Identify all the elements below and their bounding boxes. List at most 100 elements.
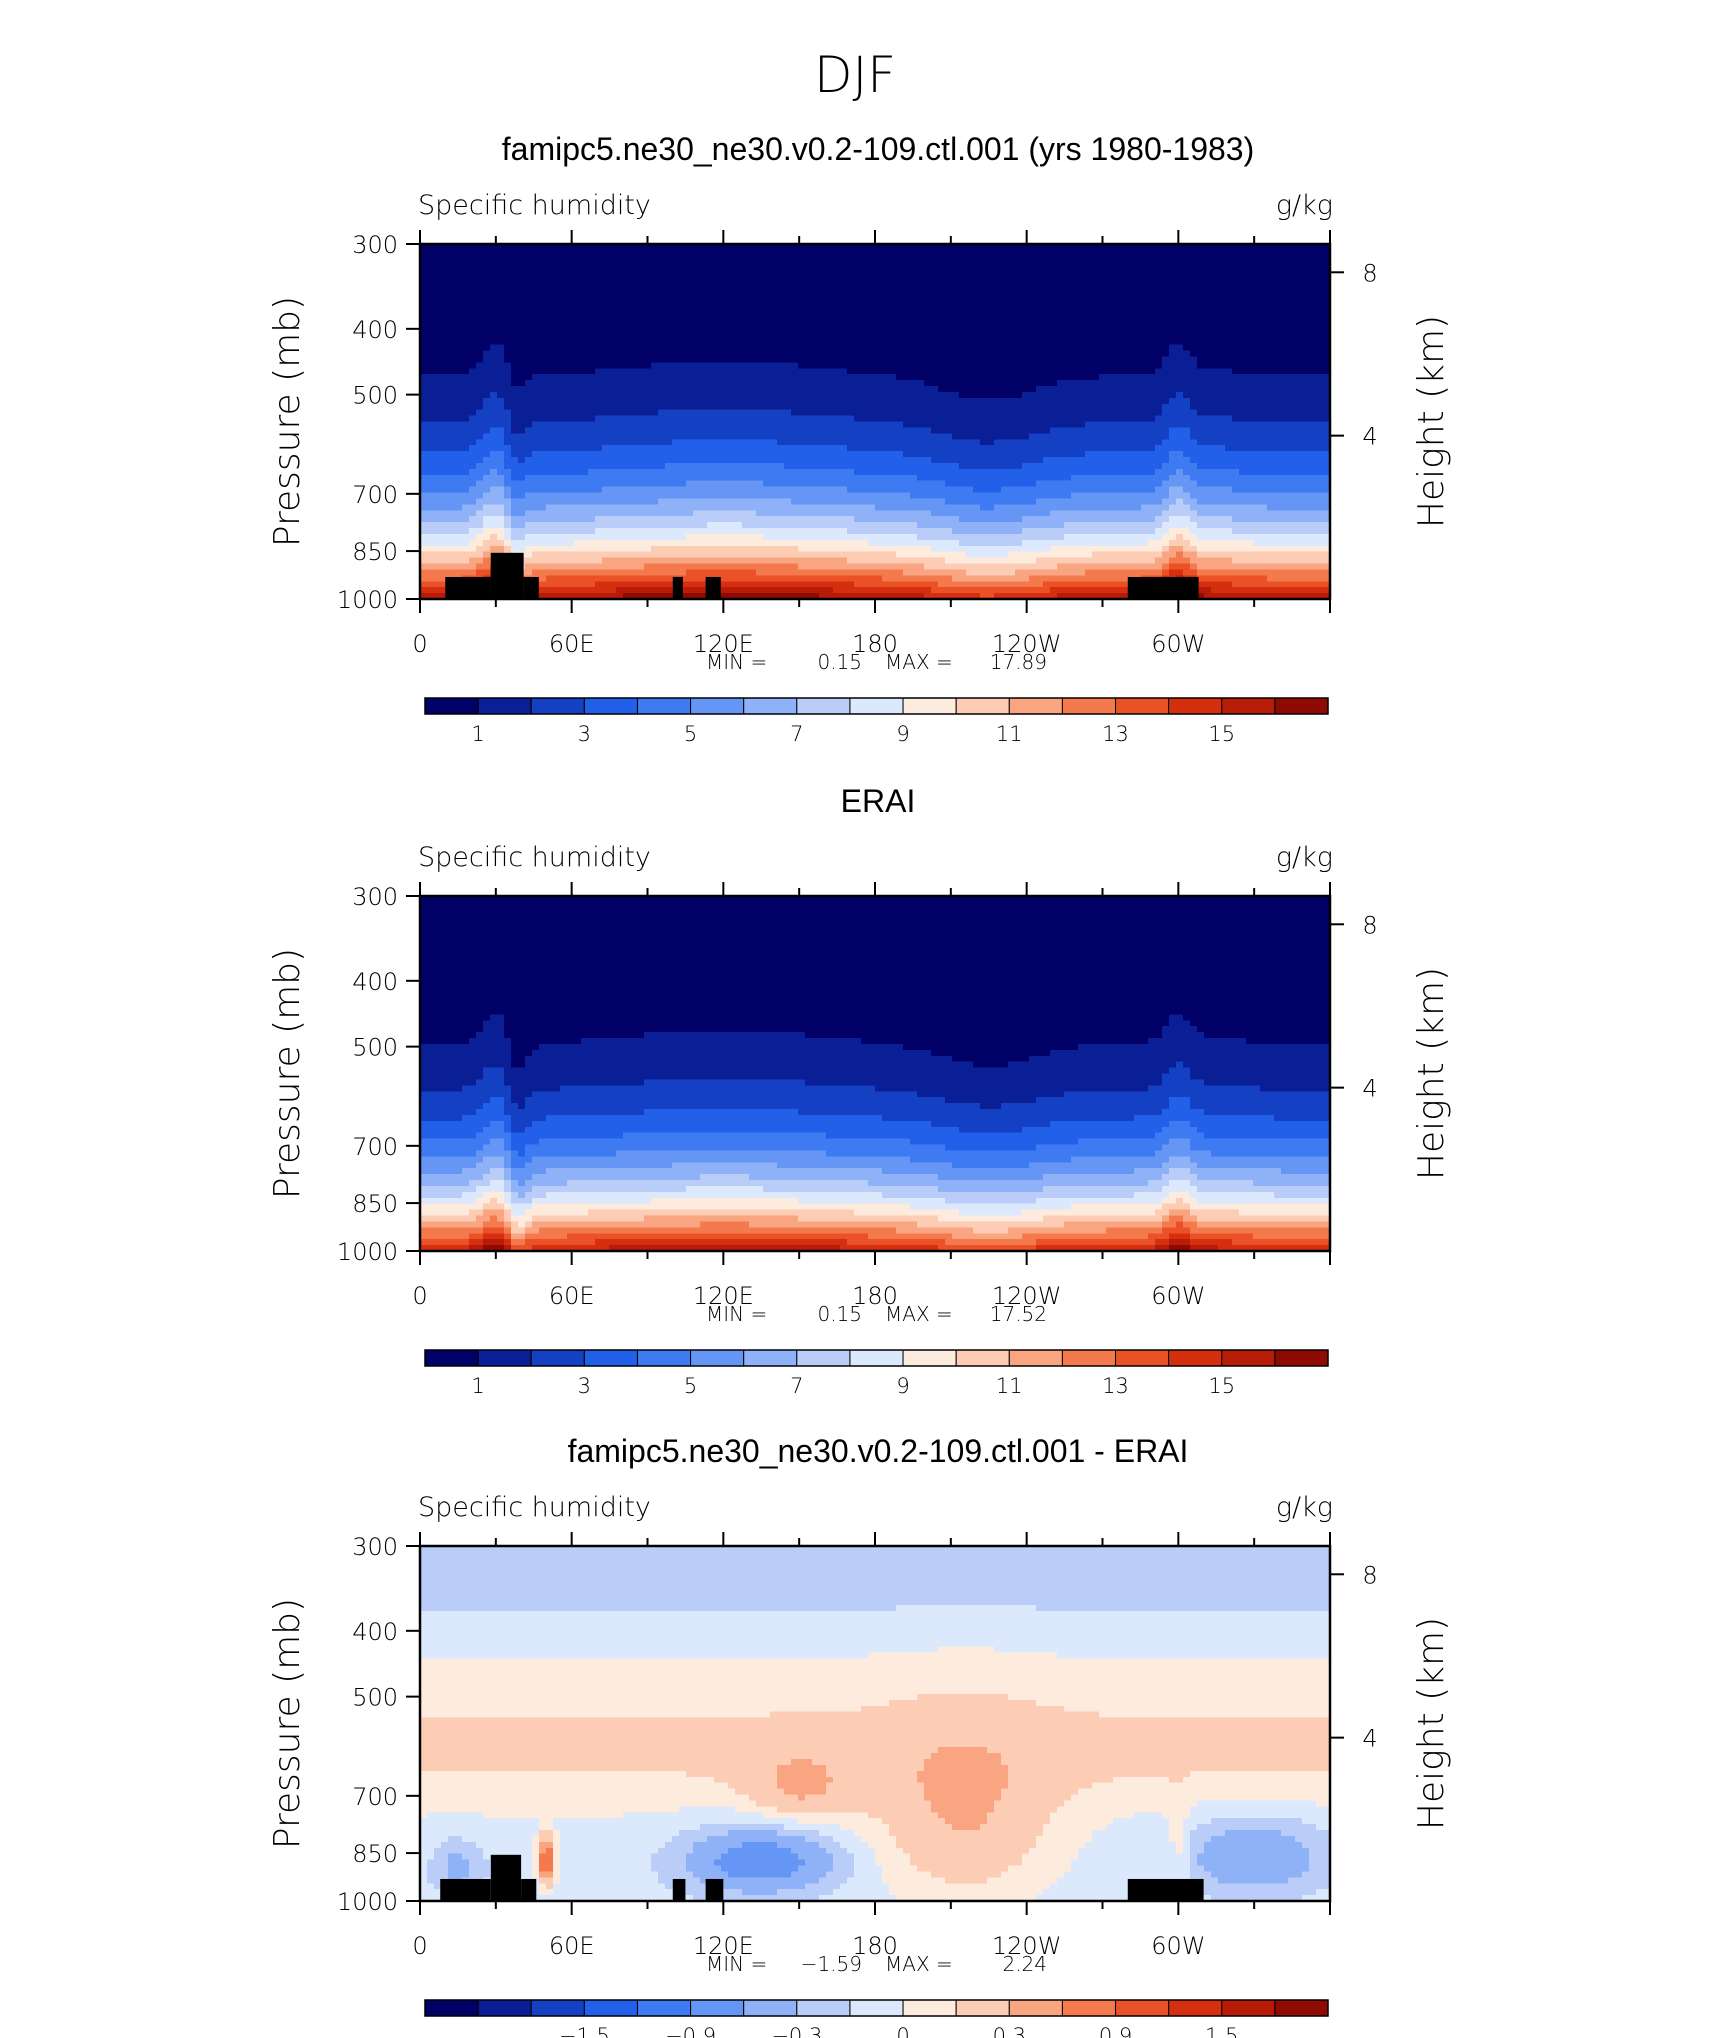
field-cell bbox=[609, 303, 617, 310]
field-cell bbox=[1036, 303, 1044, 310]
field-cell bbox=[931, 256, 939, 263]
field-cell bbox=[1253, 268, 1261, 275]
field-cell bbox=[763, 303, 771, 310]
field-cell bbox=[574, 250, 582, 257]
field-cell bbox=[469, 309, 477, 316]
field-cell bbox=[1239, 291, 1247, 298]
field-cell bbox=[441, 291, 449, 298]
field-cell bbox=[525, 280, 533, 287]
field-cell bbox=[833, 297, 841, 304]
field-cell bbox=[686, 285, 694, 292]
field-cell bbox=[518, 256, 526, 263]
field-cell bbox=[672, 291, 680, 298]
field-cell bbox=[847, 280, 855, 287]
field-cell bbox=[1267, 309, 1275, 316]
field-cell bbox=[875, 250, 883, 257]
field-cell bbox=[1078, 291, 1086, 298]
field-cell bbox=[1127, 274, 1135, 281]
field-cell bbox=[1106, 250, 1114, 257]
field-cell bbox=[812, 285, 820, 292]
field-cell bbox=[1015, 297, 1023, 304]
field-cell bbox=[819, 280, 827, 287]
field-cell bbox=[679, 309, 687, 316]
field-cell bbox=[805, 291, 813, 298]
field-cell bbox=[1225, 250, 1233, 257]
field-cell bbox=[1246, 285, 1254, 292]
field-cell bbox=[798, 274, 806, 281]
field-cell bbox=[1204, 297, 1212, 304]
field-cell bbox=[1211, 256, 1219, 263]
field-cell bbox=[525, 274, 533, 281]
field-cell bbox=[868, 280, 876, 287]
field-cell bbox=[1218, 274, 1226, 281]
field-cell bbox=[1057, 268, 1065, 275]
field-cell bbox=[469, 256, 477, 263]
field-cell bbox=[896, 268, 904, 275]
field-cell bbox=[854, 256, 862, 263]
field-cell bbox=[490, 315, 498, 322]
field-cell bbox=[945, 280, 953, 287]
field-cell bbox=[798, 297, 806, 304]
field-cell bbox=[581, 268, 589, 275]
field-cell bbox=[819, 250, 827, 257]
field-cell bbox=[560, 285, 568, 292]
field-cell bbox=[658, 250, 666, 257]
field-cell bbox=[1281, 250, 1289, 257]
field-cell bbox=[994, 256, 1002, 263]
field-cell bbox=[1043, 297, 1051, 304]
field-cell bbox=[637, 303, 645, 310]
field-cell bbox=[595, 309, 603, 316]
field-cell bbox=[1309, 309, 1317, 316]
field-cell bbox=[798, 285, 806, 292]
field-cell bbox=[567, 309, 575, 316]
field-cell bbox=[756, 256, 764, 263]
field-cell bbox=[847, 250, 855, 257]
field-cell bbox=[679, 280, 687, 287]
field-cell bbox=[616, 303, 624, 310]
field-cell bbox=[1225, 285, 1233, 292]
field-cell bbox=[672, 268, 680, 275]
field-cell bbox=[1295, 280, 1303, 287]
field-cell bbox=[1043, 268, 1051, 275]
field-cell bbox=[721, 297, 729, 304]
field-cell bbox=[574, 297, 582, 304]
field-cell bbox=[574, 268, 582, 275]
field-cell bbox=[1120, 297, 1128, 304]
field-cell bbox=[1246, 268, 1254, 275]
field-cell bbox=[1316, 285, 1324, 292]
field-cell bbox=[1183, 285, 1191, 292]
field-cell bbox=[476, 256, 484, 263]
field-cell bbox=[1197, 274, 1205, 281]
field-cell bbox=[1029, 250, 1037, 257]
field-cell bbox=[525, 303, 533, 310]
field-cell bbox=[665, 274, 673, 281]
field-cell bbox=[1085, 262, 1093, 269]
field-cell bbox=[567, 303, 575, 310]
field-cell bbox=[896, 256, 904, 263]
field-cell bbox=[588, 256, 596, 263]
field-cell bbox=[448, 256, 456, 263]
field-cell bbox=[1008, 274, 1016, 281]
field-cell bbox=[665, 250, 673, 257]
field-cell bbox=[1288, 280, 1296, 287]
field-cell bbox=[1029, 268, 1037, 275]
field-cell bbox=[441, 315, 449, 322]
field-cell bbox=[686, 309, 694, 316]
field-cell bbox=[791, 256, 799, 263]
field-cell bbox=[840, 274, 848, 281]
field-cell bbox=[1036, 280, 1044, 287]
field-cell bbox=[1036, 256, 1044, 263]
field-cell bbox=[1267, 280, 1275, 287]
field-cell bbox=[826, 274, 834, 281]
field-cell bbox=[1169, 268, 1177, 275]
field-cell bbox=[651, 285, 659, 292]
field-cell bbox=[826, 262, 834, 269]
field-cell bbox=[812, 303, 820, 310]
field-cell bbox=[1050, 309, 1058, 316]
field-cell bbox=[525, 297, 533, 304]
field-cell bbox=[959, 268, 967, 275]
field-cell bbox=[735, 268, 743, 275]
field-cell bbox=[1190, 268, 1198, 275]
field-cell bbox=[749, 291, 757, 298]
field-cell bbox=[644, 285, 652, 292]
